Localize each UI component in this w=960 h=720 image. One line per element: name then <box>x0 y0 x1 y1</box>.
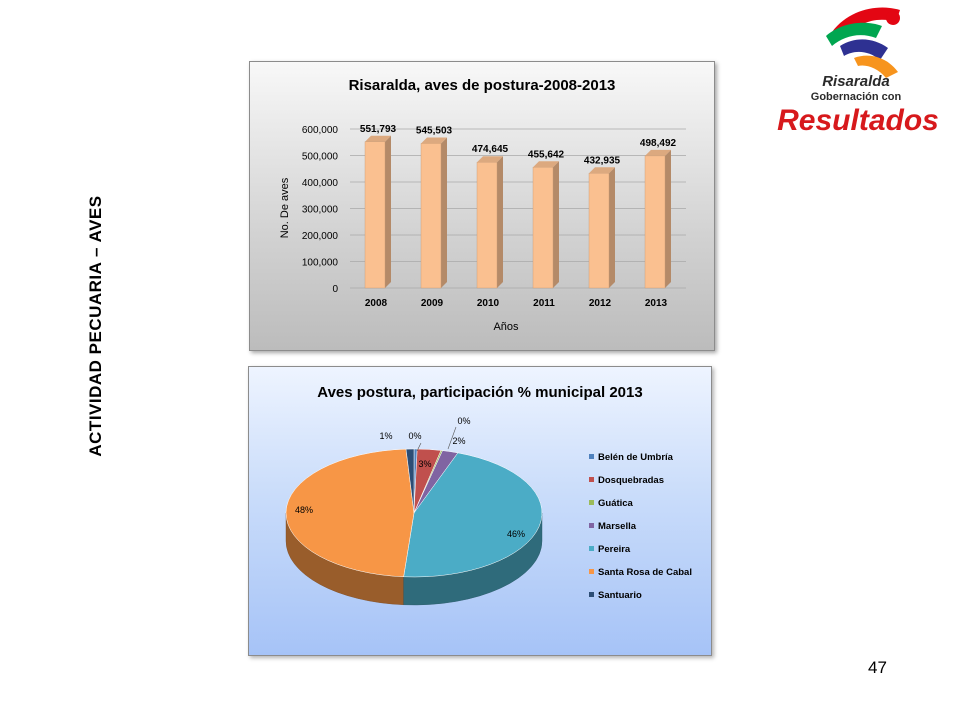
bar-top <box>365 135 391 142</box>
x-tick-label: 2011 <box>533 298 555 309</box>
y-axis-label: No. De aves <box>279 177 291 238</box>
legend-entry: Guática <box>598 498 634 509</box>
legend-swatch <box>589 477 594 482</box>
legend-entry: Belén de Umbría <box>598 452 674 463</box>
pie-data-label: 0% <box>457 416 470 426</box>
y-tick-label: 200,000 <box>302 231 339 242</box>
bar-chart-title: Risaralda, aves de postura-2008-2013 <box>349 77 616 94</box>
pie-slice <box>285 448 415 578</box>
logo-orange-stroke <box>854 55 898 78</box>
legend-entry: Santuario <box>598 590 642 601</box>
bar-side <box>665 149 671 288</box>
legend-entry: Marsella <box>598 521 637 532</box>
pie-leader-line <box>416 442 422 452</box>
bar <box>420 143 442 289</box>
pie-data-label: 46% <box>507 529 525 539</box>
legend-swatch <box>589 454 594 459</box>
y-tick-label: 500,000 <box>302 152 339 163</box>
pie-data-label: 48% <box>295 505 313 515</box>
bar-value-label: 455,642 <box>528 149 565 160</box>
risaralda-logo: Risaralda Gobernación con Resultados <box>777 7 939 137</box>
y-tick-label: 600,000 <box>302 125 339 136</box>
legend-swatch <box>589 569 594 574</box>
x-tick-label: 2013 <box>645 298 668 309</box>
bar-top <box>589 167 615 174</box>
bar <box>476 162 498 289</box>
logo-blue-stroke <box>840 39 888 60</box>
pie-chart-panel: Aves postura, participación % municipal … <box>248 366 712 656</box>
legend-entry: Dosquebradas <box>598 475 664 486</box>
bar-value-label: 551,793 <box>360 124 397 135</box>
x-tick-label: 2012 <box>589 298 612 309</box>
bar-top <box>421 137 447 144</box>
vertical-slide-title: ACTIVIDAD PECUARIA – AVES <box>86 195 105 457</box>
pie-chart-title: Aves postura, participación % municipal … <box>317 384 642 401</box>
x-axis-label: Años <box>493 321 519 333</box>
x-tick-label: 2010 <box>477 298 500 309</box>
legend-swatch <box>589 523 594 528</box>
bar-side <box>441 137 447 288</box>
pie-chart: Aves postura, participación % municipal … <box>285 384 692 606</box>
bar <box>532 167 554 289</box>
pie-data-label: 2% <box>452 436 465 446</box>
bar-top <box>645 149 671 156</box>
bar-side <box>385 135 391 288</box>
y-tick-label: 100,000 <box>302 258 339 269</box>
pie-data-label: 3% <box>418 459 431 469</box>
legend-entry: Pereira <box>598 544 631 555</box>
bar-value-label: 474,645 <box>472 144 509 155</box>
logo-line-2: Gobernación con <box>811 91 902 103</box>
pie-data-label: 0% <box>408 431 421 441</box>
bar-chart: Risaralda, aves de postura-2008-2013 0 100… <box>279 77 686 333</box>
bar-top <box>477 156 503 163</box>
legend-swatch <box>589 500 594 505</box>
bar-side <box>609 167 615 288</box>
bar <box>644 155 666 289</box>
bar-top <box>533 161 559 168</box>
bar-side <box>497 156 503 288</box>
legend-swatch <box>589 592 594 597</box>
page-number: 47 <box>868 658 887 677</box>
y-tick-label: 400,000 <box>302 178 339 189</box>
logo-line-1: Risaralda <box>822 73 890 90</box>
y-tick-label: 300,000 <box>302 205 339 216</box>
pie-slice <box>403 452 543 578</box>
logo-line-3: Resultados <box>777 104 939 137</box>
legend-swatch <box>589 546 594 551</box>
x-tick-label: 2008 <box>365 298 388 309</box>
bar-value-label: 432,935 <box>584 155 621 166</box>
x-tick-label: 2009 <box>421 298 444 309</box>
logo-head <box>886 11 900 25</box>
logo-green-stroke <box>826 22 882 46</box>
legend-entry: Santa Rosa de Cabal <box>598 567 692 578</box>
bar-chart-panel: Risaralda, aves de postura-2008-2013 0 100… <box>249 61 715 351</box>
bar-value-label: 498,492 <box>640 138 677 149</box>
pie-leader-line <box>447 426 457 450</box>
y-tick-label: 0 <box>332 284 338 295</box>
bar <box>364 141 386 289</box>
bar-value-label: 545,503 <box>416 125 453 136</box>
pie-data-label: 1% <box>379 431 392 441</box>
pie-slice <box>405 448 415 514</box>
bar-side <box>553 161 559 288</box>
bar <box>588 173 610 289</box>
